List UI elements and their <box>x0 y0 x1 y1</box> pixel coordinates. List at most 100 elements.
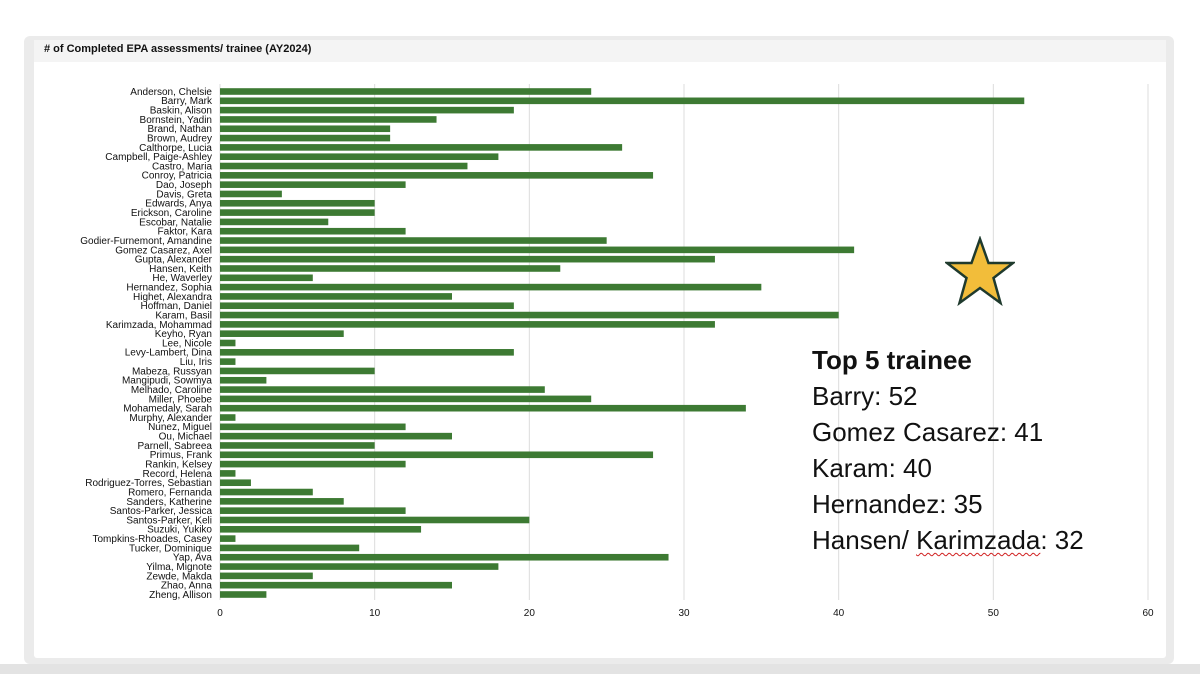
category-label: Keyho, Ryan <box>155 329 212 340</box>
bar <box>220 97 1025 105</box>
bar <box>220 283 762 291</box>
bar <box>220 181 406 188</box>
category-label: He, Waverley <box>152 273 212 284</box>
category-label: Mohamedaly, Sarah <box>123 404 212 415</box>
bar <box>220 125 391 133</box>
bar <box>220 162 468 170</box>
x-tick-label: 0 <box>217 608 223 619</box>
bar <box>220 88 592 95</box>
x-tick-label: 50 <box>988 608 1000 619</box>
spellcheck-word: Karimzada <box>916 525 1041 555</box>
category-label: Campbell, Paige-Ashley <box>105 152 212 163</box>
category-label: Karimzada, Mohammad <box>106 320 212 331</box>
category-label: Godier-Furnemont, Amandine <box>80 236 212 247</box>
bar <box>220 311 839 319</box>
category-label: Yap, Ava <box>173 553 213 564</box>
x-tick-label: 30 <box>678 608 690 619</box>
bar <box>220 479 251 487</box>
top5-line-5: Hansen/ Karimzada: 32 <box>812 522 1084 558</box>
category-label: Davis, Greta <box>156 189 212 200</box>
category-label: Levy-Lambert, Dina <box>125 348 213 359</box>
top5-line-2: Gomez Casarez: 41 <box>812 417 1044 447</box>
category-label: Santos-Parker, Jessica <box>110 506 213 517</box>
category-label: Zewde, Makda <box>146 571 212 582</box>
category-label: Erickson, Caroline <box>131 208 213 219</box>
bar <box>220 246 855 254</box>
category-label: Karam, Basil <box>155 310 212 321</box>
bar <box>220 516 530 524</box>
category-label: Mabeza, Russyan <box>132 366 212 377</box>
bar <box>220 488 313 496</box>
bar <box>220 172 654 179</box>
category-label: Highet, Alexandra <box>133 292 212 303</box>
category-label: Faktor, Kara <box>158 227 213 238</box>
bar <box>220 525 422 533</box>
bar <box>220 293 452 300</box>
category-label: Brand, Nathan <box>148 124 213 135</box>
bar <box>220 507 406 514</box>
category-label: Gupta, Alexander <box>135 255 213 266</box>
chart-panel-header <box>34 40 1166 62</box>
bar <box>220 553 669 561</box>
chart-title: # of Completed EPA assessments/ trainee … <box>44 43 312 55</box>
category-label: Record, Helena <box>143 469 213 480</box>
bar <box>220 423 406 431</box>
bar <box>220 414 236 421</box>
bar <box>220 274 313 282</box>
bar <box>220 190 282 198</box>
category-label: Hansen, Keith <box>149 264 212 275</box>
category-label: Zheng, Allison <box>149 590 212 601</box>
category-label: Yilma, Mignote <box>146 562 212 573</box>
x-tick-label: 40 <box>833 608 845 619</box>
x-tick-label: 10 <box>369 608 381 619</box>
bar <box>220 581 452 589</box>
bar <box>220 227 406 235</box>
category-label: Brown, Audrey <box>147 133 212 144</box>
category-label: Escobar, Natalie <box>139 217 212 228</box>
top5-title: Top 5 trainee <box>812 345 972 375</box>
category-label: Nunez, Miguel <box>148 422 212 433</box>
top5-box: Top 5 trainee Barry: 52 Gomez Casarez: 4… <box>812 344 1084 558</box>
category-label: Sanders, Katherine <box>126 497 212 508</box>
bar <box>220 209 375 216</box>
bar <box>220 432 452 440</box>
category-label: Liu, Iris <box>180 357 212 368</box>
category-label: Lee, Nicole <box>162 338 212 349</box>
bar <box>220 451 654 459</box>
bar <box>220 218 329 226</box>
category-label: Anderson, Chelsie <box>130 87 212 98</box>
category-label: Hernandez, Sophia <box>126 283 212 294</box>
bar <box>220 470 236 477</box>
category-label: Santos-Parker, Keli <box>126 515 212 526</box>
bar <box>220 116 437 123</box>
category-label: Barry, Mark <box>161 96 213 107</box>
bar <box>220 367 375 375</box>
bar <box>220 237 607 244</box>
bar <box>220 591 267 598</box>
bar <box>220 302 514 310</box>
bar <box>220 563 499 570</box>
top5-line-5-suffix: : 32 <box>1040 525 1084 555</box>
bar <box>220 199 375 207</box>
category-label: Murphy, Alexander <box>129 413 212 424</box>
category-label: Suzuki, Yukiko <box>147 525 212 536</box>
category-label: Parnell, Sabreea <box>138 441 213 452</box>
category-label: Tompkins-Rhoades, Casey <box>93 534 213 545</box>
bar <box>220 358 236 365</box>
bar <box>220 386 545 393</box>
category-label: Gomez Casarez, Axel <box>115 245 212 256</box>
bar <box>220 106 514 114</box>
bottom-band <box>0 664 1200 674</box>
bar <box>220 321 715 328</box>
bar <box>220 544 360 552</box>
bar <box>220 134 391 142</box>
category-label: Bornstein, Yadin <box>140 115 212 126</box>
x-tick-label: 60 <box>1142 608 1154 619</box>
bar <box>220 255 715 263</box>
bar <box>220 330 344 337</box>
bar <box>220 572 313 580</box>
category-label: Zhao, Anna <box>161 581 213 592</box>
category-label: Tucker, Dominique <box>129 543 212 554</box>
